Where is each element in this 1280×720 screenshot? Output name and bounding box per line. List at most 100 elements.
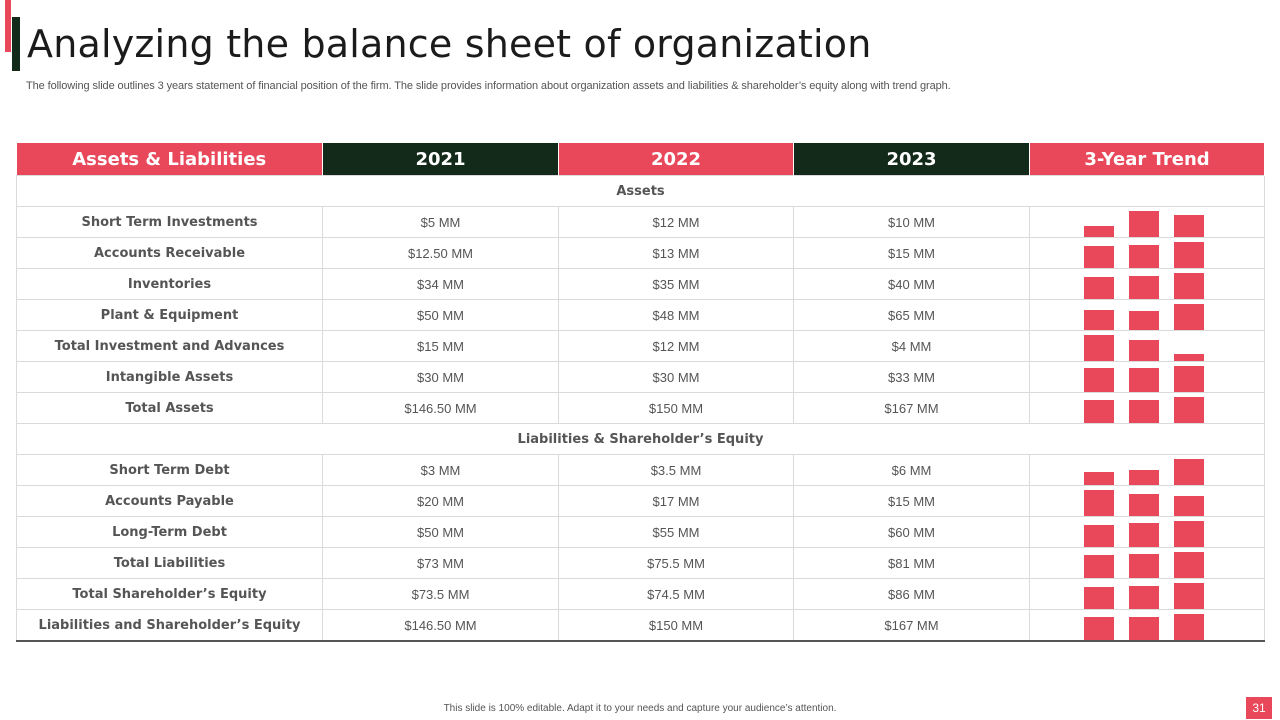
- trend-mini-chart: [1029, 299, 1265, 331]
- trend-bar-2022: [1129, 523, 1159, 547]
- slide-subtitle: The following slide outlines 3 years sta…: [26, 80, 951, 92]
- row-label: Total Assets: [16, 392, 323, 424]
- value-cell-2023: $15 MM: [793, 485, 1030, 517]
- trend-bar-2021: [1084, 617, 1114, 640]
- trend-mini-chart: [1029, 516, 1265, 548]
- row-label: Total Investment and Advances: [16, 330, 323, 362]
- value-cell-2023: $40 MM: [793, 268, 1030, 300]
- trend-bar-2023: [1174, 397, 1204, 423]
- table-row: Plant & Equipment $50 MM $48 MM $65 MM: [16, 299, 1265, 331]
- trend-bar-2022: [1129, 340, 1159, 361]
- trend-bar-2023: [1174, 496, 1204, 516]
- trend-bar-2022: [1129, 311, 1159, 330]
- value-cell-2021: $15 MM: [322, 330, 559, 362]
- trend-mini-chart: [1029, 361, 1265, 393]
- row-label: Liabilities and Shareholder’s Equity: [16, 609, 323, 642]
- section-row: Liabilities & Shareholder’s Equity: [16, 423, 1265, 455]
- value-cell-2021: $73 MM: [322, 547, 559, 579]
- trend-bar-2023: [1174, 614, 1204, 640]
- trend-bar-2022: [1129, 554, 1159, 578]
- row-label: Short Term Debt: [16, 454, 323, 486]
- value-cell-2021: $146.50 MM: [322, 392, 559, 424]
- trend-mini-chart: [1029, 392, 1265, 424]
- trend-bar-2022: [1129, 494, 1159, 516]
- value-cell-2022: $150 MM: [558, 609, 794, 642]
- value-cell-2022: $12 MM: [558, 206, 794, 238]
- value-cell-2021: $20 MM: [322, 485, 559, 517]
- value-cell-2023: $10 MM: [793, 206, 1030, 238]
- trend-bar-2023: [1174, 583, 1204, 609]
- trend-mini-chart: [1029, 578, 1265, 610]
- value-cell-2021: $12.50 MM: [322, 237, 559, 269]
- section-row: Assets: [16, 175, 1265, 207]
- trend-bar-2022: [1129, 470, 1159, 485]
- value-cell-2022: $75.5 MM: [558, 547, 794, 579]
- trend-bar-2023: [1174, 366, 1204, 392]
- value-cell-2022: $55 MM: [558, 516, 794, 548]
- value-cell-2021: $50 MM: [322, 516, 559, 548]
- trend-bar-2021: [1084, 277, 1114, 299]
- table-row: Total Investment and Advances $15 MM $12 M…: [16, 330, 1265, 362]
- table-row: Accounts Receivable $12.50 MM $13 MM $15 MM: [16, 237, 1265, 269]
- trend-bar-2022: [1129, 368, 1159, 392]
- trend-bar-2021: [1084, 226, 1114, 237]
- section-title: Assets: [16, 175, 1265, 207]
- row-label: Accounts Receivable: [16, 237, 323, 269]
- value-cell-2022: $150 MM: [558, 392, 794, 424]
- trend-bar-2023: [1174, 521, 1204, 547]
- trend-mini-chart: [1029, 237, 1265, 269]
- trend-bar-2021: [1084, 368, 1114, 392]
- trend-bar-2022: [1129, 586, 1159, 609]
- value-cell-2023: $4 MM: [793, 330, 1030, 362]
- trend-bar-2022: [1129, 617, 1159, 640]
- table-row: Total Shareholder’s Equity $73.5 MM $74.5 …: [16, 578, 1265, 610]
- value-cell-2023: $60 MM: [793, 516, 1030, 548]
- row-label: Total Liabilities: [16, 547, 323, 579]
- page-number: 31: [1246, 697, 1272, 719]
- trend-bar-2023: [1174, 215, 1204, 237]
- value-cell-2021: $3 MM: [322, 454, 559, 486]
- trend-bar-2021: [1084, 490, 1114, 516]
- header-3-year-trend: 3-Year Trend: [1029, 143, 1265, 176]
- trend-bar-2023: [1174, 304, 1204, 330]
- trend-mini-chart: [1029, 485, 1265, 517]
- value-cell-2023: $167 MM: [793, 392, 1030, 424]
- trend-bar-2023: [1174, 459, 1204, 485]
- trend-mini-chart: [1029, 268, 1265, 300]
- trend-bar-2021: [1084, 587, 1114, 609]
- trend-bar-2021: [1084, 246, 1114, 268]
- table-row: Accounts Payable $20 MM $17 MM $15 MM: [16, 485, 1265, 517]
- table-row: Long-Term Debt $50 MM $55 MM $60 MM: [16, 516, 1265, 548]
- table-row: Total Liabilities $73 MM $75.5 MM $81 MM: [16, 547, 1265, 579]
- row-label: Intangible Assets: [16, 361, 323, 393]
- value-cell-2023: $15 MM: [793, 237, 1030, 269]
- table-row: Short Term Investments $5 MM $12 MM $10 MM: [16, 206, 1265, 238]
- trend-mini-chart: [1029, 609, 1265, 642]
- value-cell-2021: $30 MM: [322, 361, 559, 393]
- table-row: Intangible Assets $30 MM $30 MM $33 MM: [16, 361, 1265, 393]
- trend-bar-2021: [1084, 310, 1114, 330]
- trend-bar-2023: [1174, 552, 1204, 578]
- row-label: Accounts Payable: [16, 485, 323, 517]
- value-cell-2021: $50 MM: [322, 299, 559, 331]
- table-row: Inventories $34 MM $35 MM $40 MM: [16, 268, 1265, 300]
- value-cell-2021: $146.50 MM: [322, 609, 559, 642]
- table-body: Assets Short Term Investments $5 MM $12 MM $…: [16, 175, 1265, 642]
- title-accent-bar-pink: [5, 0, 11, 52]
- header-assets-liabilities: Assets & Liabilities: [16, 143, 323, 176]
- trend-bar-2021: [1084, 472, 1114, 485]
- value-cell-2022: $30 MM: [558, 361, 794, 393]
- header-2023: 2023: [793, 143, 1030, 176]
- trend-bar-2022: [1129, 400, 1159, 423]
- trend-bar-2023: [1174, 273, 1204, 299]
- trend-mini-chart: [1029, 454, 1265, 486]
- slide-footer-note: This slide is 100% editable. Adapt it to…: [443, 703, 837, 714]
- trend-bar-2022: [1129, 245, 1159, 268]
- value-cell-2022: $3.5 MM: [558, 454, 794, 486]
- value-cell-2023: $81 MM: [793, 547, 1030, 579]
- value-cell-2023: $33 MM: [793, 361, 1030, 393]
- trend-mini-chart: [1029, 547, 1265, 579]
- slide-title: Analyzing the balance sheet of organizat…: [27, 22, 872, 66]
- trend-mini-chart: [1029, 330, 1265, 362]
- table-row: Liabilities and Shareholder’s Equity $146…: [16, 609, 1265, 642]
